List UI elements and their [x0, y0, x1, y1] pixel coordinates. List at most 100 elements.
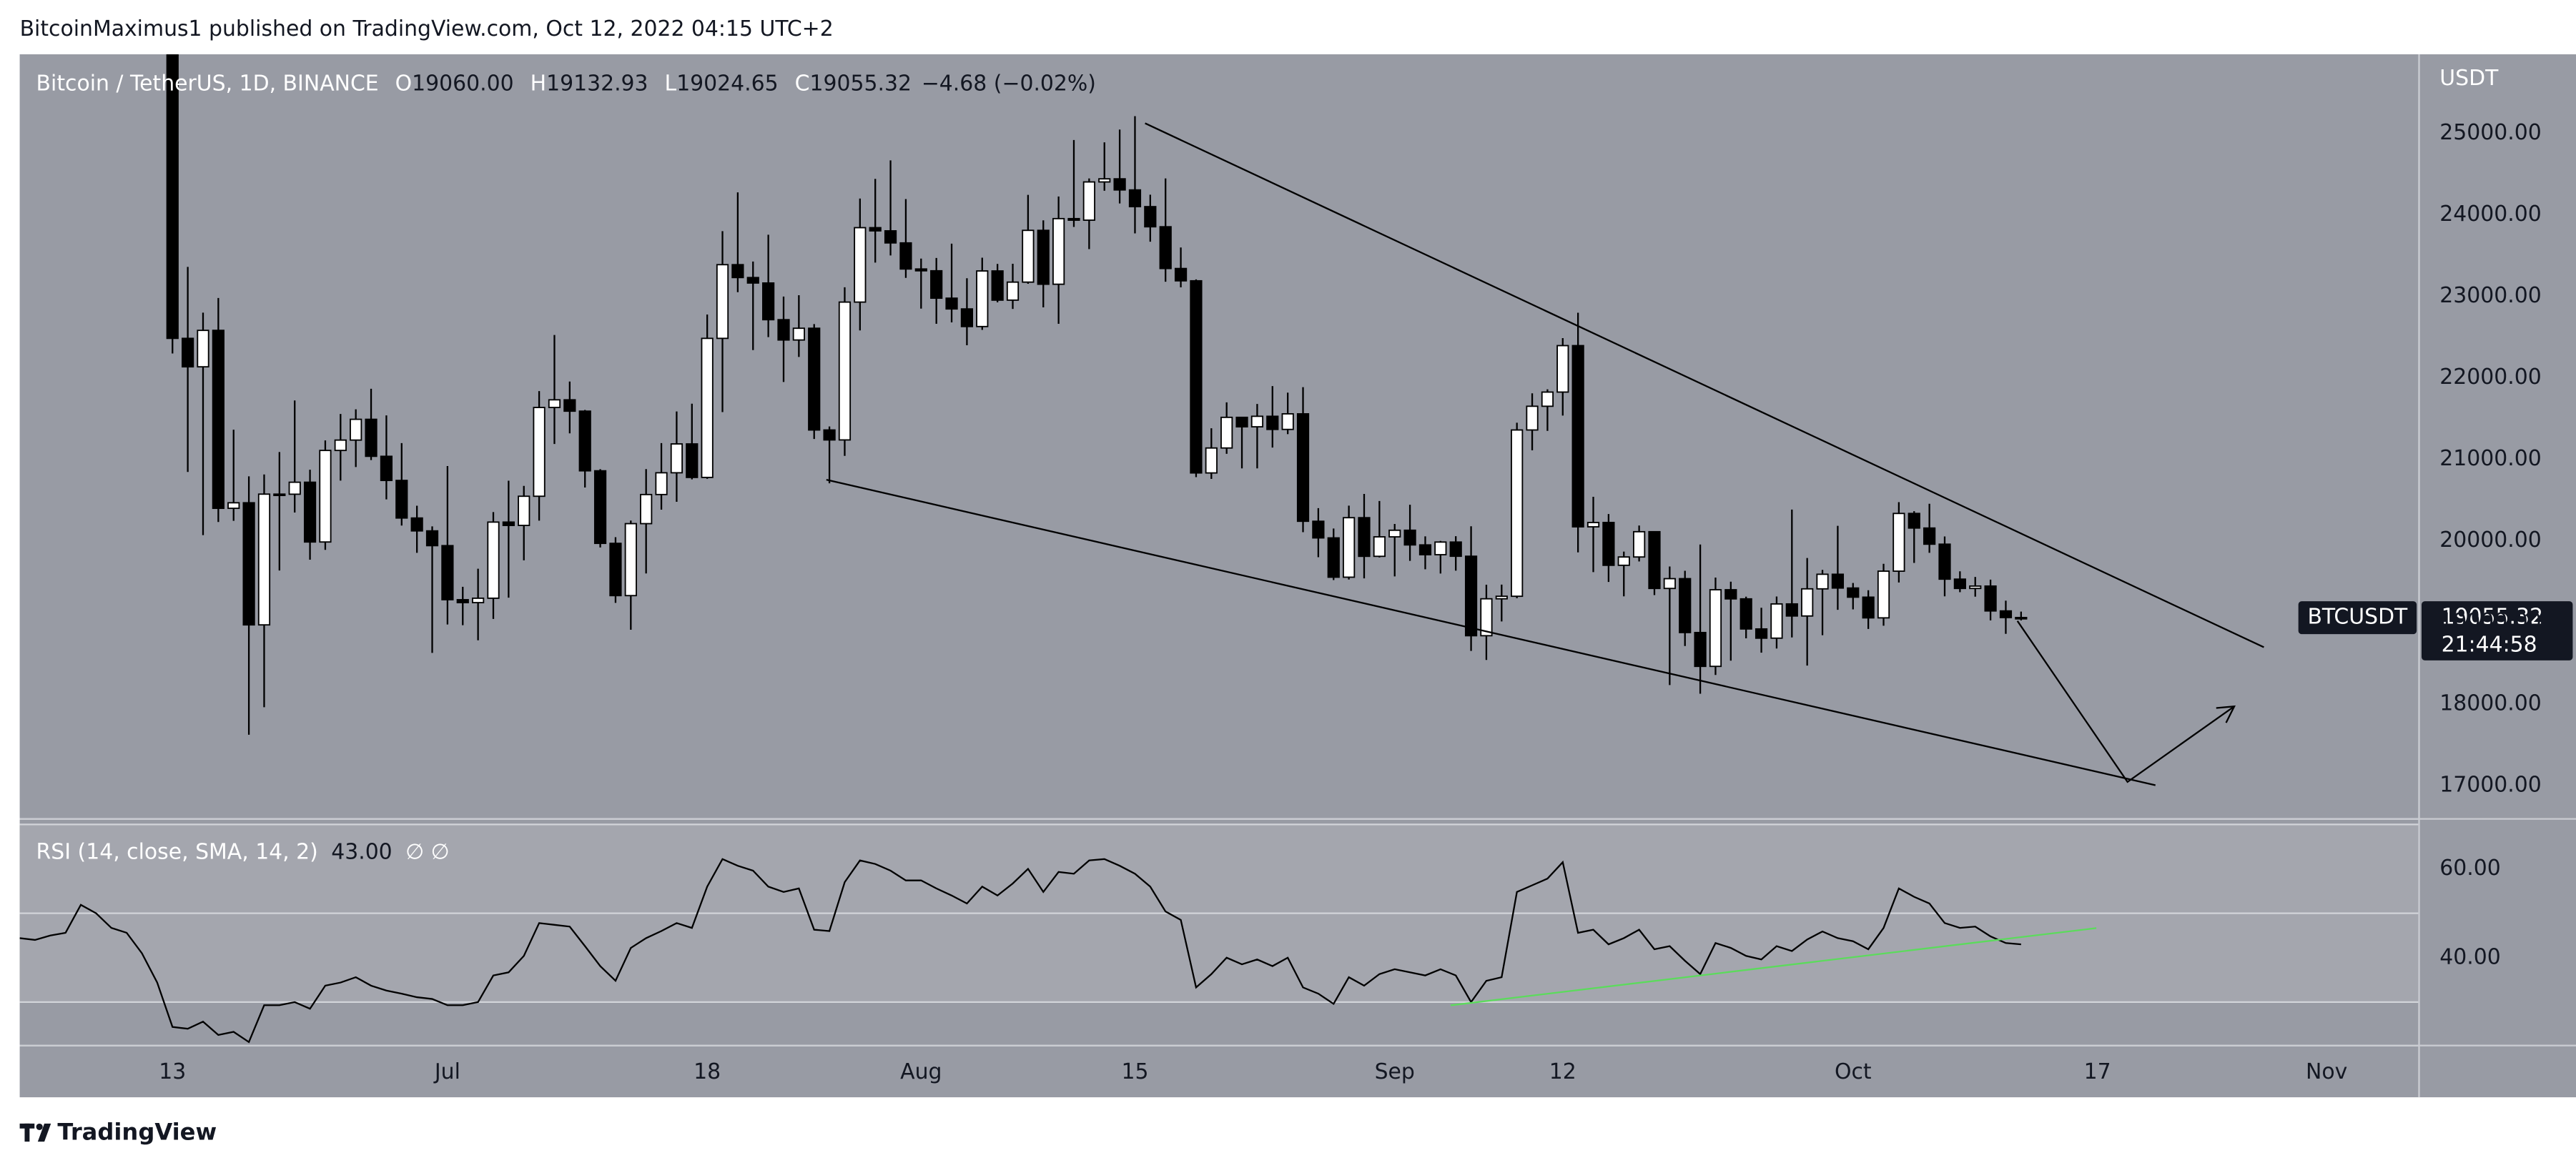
x-tick-label: Jul [433, 1059, 460, 1084]
ohlc-key: L [665, 71, 677, 96]
symbol-tag [2298, 601, 2417, 635]
candle-body [1801, 588, 1814, 617]
candle-body [914, 268, 927, 272]
candle-body [1923, 527, 1936, 545]
candle-body [273, 493, 286, 497]
candle-body [533, 407, 546, 498]
candle-body [1694, 631, 1707, 668]
candle-body [166, 54, 179, 340]
candle-body [609, 543, 622, 597]
candle-body [395, 480, 408, 519]
candle-body [1464, 555, 1478, 637]
projection-arrow [2016, 620, 2235, 783]
candle-body [1281, 413, 1294, 430]
candle-body [1052, 217, 1065, 285]
x-tick-label: Aug [900, 1059, 942, 1084]
candle-body [1969, 585, 1982, 590]
candle-body [425, 530, 439, 547]
ohlc-value: 19132.93 [546, 71, 648, 96]
ohlc-value: 19024.65 [676, 71, 778, 96]
x-tick-label: Oct [1835, 1059, 1872, 1084]
candles [166, 54, 2028, 735]
candle-body [1724, 589, 1737, 600]
candle-body [1434, 541, 1447, 555]
symbol-legend: Bitcoin / TetherUS, 1D, BINANCE O19060.00… [36, 71, 1096, 96]
candle-body [1037, 229, 1050, 285]
candle-body [701, 337, 714, 478]
ohlc-key: C [795, 71, 810, 96]
currency-label: USDT [2439, 66, 2499, 91]
candle-body [182, 337, 194, 368]
candle-body [1877, 570, 1890, 619]
candle-body [731, 264, 744, 279]
x-tick-label: 15 [1121, 1059, 1148, 1084]
candle-body [319, 450, 332, 543]
y-tick-label: 17000.00 [2439, 772, 2541, 797]
drawings [826, 122, 2264, 1006]
candle-body [670, 443, 684, 474]
candle-body [288, 481, 301, 495]
candle-body [548, 399, 561, 408]
logo-part [36, 1123, 43, 1131]
candle-body [655, 472, 668, 495]
logo-part [37, 1123, 51, 1142]
main-pane [19, 54, 2419, 818]
candle-body [502, 521, 515, 526]
candle-body [823, 429, 836, 441]
rsi-title: RSI (14, close, SMA, 14, 2) [36, 839, 318, 864]
candle-body [1495, 595, 1508, 600]
x-tick-label: 12 [1549, 1059, 1576, 1084]
candle-body [1938, 543, 1951, 580]
candle-body [1739, 598, 1752, 630]
last-price: 19055.32 [2442, 605, 2543, 630]
upper-trendline [1145, 122, 2264, 648]
candle-body [1190, 279, 1203, 474]
candle-body [1984, 585, 1997, 612]
y-tick-label: 24000.00 [2439, 202, 2541, 227]
candle-body [1480, 598, 1493, 637]
candle-body [1648, 530, 1661, 590]
candle-body [472, 597, 485, 603]
ohlc-value: 19055.32 [810, 71, 912, 96]
candle-body [945, 297, 958, 310]
candle-body [1235, 416, 1248, 428]
rsi-tick-label: 40.00 [2439, 944, 2500, 969]
candle-body [1679, 578, 1692, 633]
candle-body [197, 330, 209, 368]
candle-body [334, 439, 347, 452]
change: −4.68 (−0.02%) [922, 71, 1096, 96]
candle-body [746, 277, 759, 284]
candle-body [1296, 413, 1310, 523]
candle-body [1709, 589, 1722, 668]
symbol-tag-text: BTCUSDT [2307, 605, 2408, 630]
candle-body [1663, 578, 1676, 590]
candle-body [1358, 517, 1371, 558]
rsi-line [19, 858, 2021, 1044]
publish-info: BitcoinMaximus1 published on TradingView… [20, 16, 834, 41]
candle-body [899, 242, 912, 270]
rsi-bands [19, 823, 2419, 1004]
candle-body [1388, 529, 1401, 538]
candle-body [854, 227, 867, 303]
candle-body [1373, 536, 1386, 558]
candle-body [1403, 529, 1416, 546]
candle-body [1098, 178, 1111, 183]
x-tick-label: Nov [2306, 1059, 2347, 1084]
rsi-extras: ∅ ∅ [405, 839, 450, 864]
candle-body [808, 327, 821, 431]
lower-trendline [826, 478, 2156, 786]
x-tick-label: Sep [1375, 1059, 1415, 1084]
candle-body [884, 230, 897, 244]
candle-body [303, 481, 317, 543]
candle-body [1067, 217, 1080, 221]
ohlc-value: 19060.00 [412, 71, 513, 96]
countdown: 21:44:58 [2442, 633, 2537, 658]
candle-body [1556, 345, 1569, 393]
candle-body [1082, 181, 1095, 221]
candle-body [1250, 415, 1264, 428]
x-tick-label: 18 [694, 1059, 721, 1084]
candle-body [1449, 541, 1462, 558]
candle-body [1511, 429, 1524, 598]
y-tick-label: 21000.00 [2439, 446, 2541, 471]
